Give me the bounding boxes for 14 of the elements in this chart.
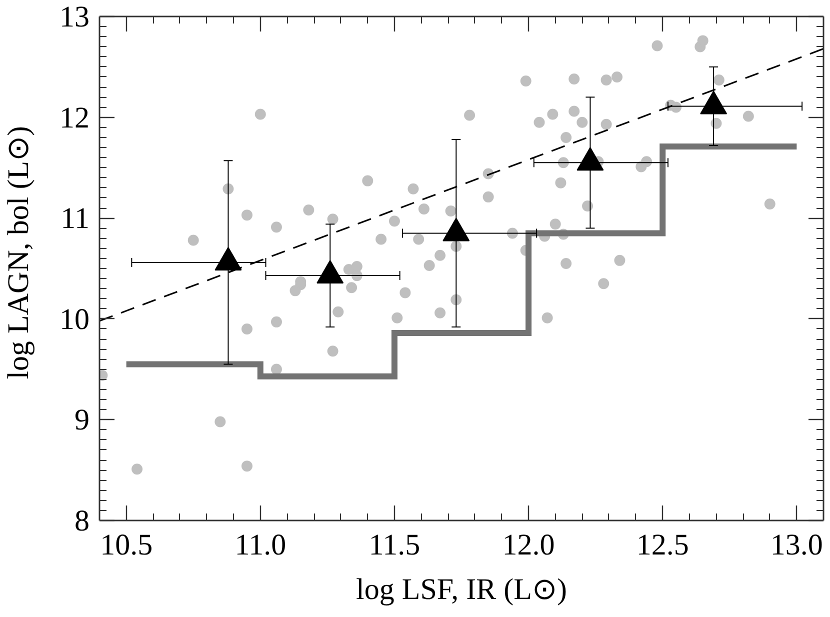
y-tick-label: 11 — [60, 202, 90, 236]
x-tick-label: 11.5 — [368, 528, 420, 562]
x-axis-title: log LSF, IR (L⊙) — [356, 572, 567, 606]
y-tick-label: 10 — [60, 302, 90, 336]
y-tick-label: 8 — [74, 504, 90, 538]
x-tick-label: 11.0 — [234, 528, 286, 562]
y-axis-title: log LAGN, bol (L⊙) — [2, 126, 35, 380]
y-tick-label: 9 — [74, 404, 90, 437]
x-tick-label: 13.0 — [770, 528, 823, 562]
y-tick-label: 12 — [60, 101, 90, 134]
x-tick-label: 12.5 — [636, 528, 689, 562]
x-tick-label: 10.5 — [100, 528, 153, 562]
y-tick-label: 13 — [60, 0, 90, 34]
x-tick-label: 12.0 — [502, 528, 555, 562]
